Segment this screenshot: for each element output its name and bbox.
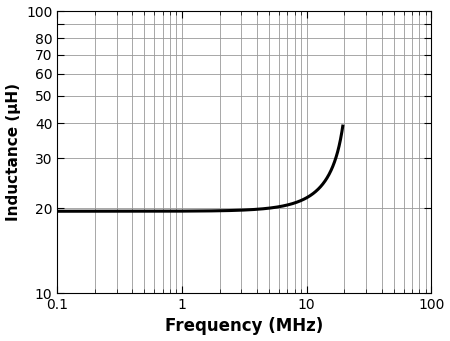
- Y-axis label: Inductance (μH): Inductance (μH): [5, 83, 21, 221]
- X-axis label: Frequency (MHz): Frequency (MHz): [165, 317, 324, 336]
